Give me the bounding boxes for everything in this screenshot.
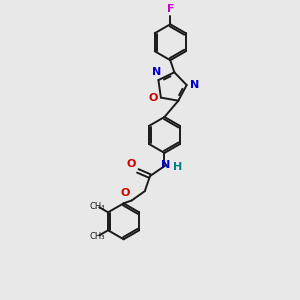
Text: F: F [167, 4, 174, 14]
Text: CH₃: CH₃ [89, 232, 105, 241]
Text: CH₃: CH₃ [89, 202, 105, 211]
Text: O: O [121, 188, 130, 198]
Text: N: N [190, 80, 200, 90]
Text: O: O [126, 159, 136, 170]
Text: O: O [148, 93, 158, 103]
Text: N: N [152, 67, 162, 77]
Text: H: H [173, 161, 182, 172]
Text: N: N [161, 160, 171, 170]
